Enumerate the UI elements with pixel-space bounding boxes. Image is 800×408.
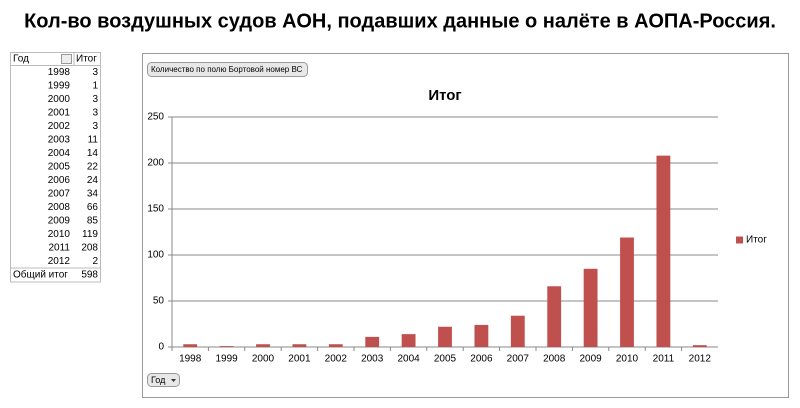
x-tick-label: 2001 — [288, 354, 311, 365]
table-header: Итог — [76, 53, 97, 64]
legend-swatch — [736, 236, 743, 244]
table-year: 2000 — [48, 94, 71, 105]
field-button-label[interactable]: Количество по полю Бортовой номер ВС — [151, 65, 303, 74]
bar — [656, 155, 671, 347]
x-tick-label: 2000 — [252, 354, 275, 365]
bar — [692, 345, 707, 347]
table-year: 2001 — [48, 107, 71, 118]
y-tick-label: 0 — [158, 342, 164, 353]
table-value: 14 — [87, 148, 99, 159]
table-value: 3 — [92, 67, 98, 78]
table-total-label: Общий итог — [13, 268, 68, 280]
table-frame — [10, 52, 101, 283]
y-tick-label: 200 — [147, 158, 164, 169]
table-value: 1 — [92, 80, 98, 91]
table-value: 208 — [81, 242, 98, 253]
y-tick-label: 50 — [153, 296, 165, 307]
x-tick-label: 2008 — [543, 354, 566, 365]
bar — [547, 286, 562, 347]
table-value: 85 — [87, 215, 99, 226]
table-value: 119 — [82, 229, 98, 240]
legend-label: Итог — [746, 235, 767, 246]
x-tick-label: 2010 — [616, 354, 639, 365]
table-value: 66 — [87, 202, 99, 213]
bar — [510, 315, 525, 347]
table-value: 2 — [92, 256, 98, 267]
table-value: 3 — [92, 121, 98, 132]
bar — [401, 334, 416, 347]
table-year: 2007 — [48, 188, 71, 199]
x-tick-label: 2002 — [325, 354, 348, 365]
table-year: 1998 — [48, 67, 71, 78]
bar — [256, 344, 270, 347]
y-tick-label: 100 — [147, 250, 164, 261]
field-button[interactable] — [147, 62, 308, 77]
bar — [292, 344, 307, 347]
x-tick-label: 2012 — [689, 354, 712, 365]
x-tick-label: 1999 — [215, 354, 238, 365]
bar — [219, 346, 234, 347]
bar — [328, 344, 343, 347]
x-tick-label: 2007 — [507, 354, 530, 365]
bar — [365, 336, 380, 347]
table-year: 2012 — [48, 256, 71, 267]
table-total-value: 598 — [81, 269, 98, 280]
table-year: 2009 — [48, 215, 71, 226]
table-value: 11 — [88, 134, 99, 145]
filter-button-label[interactable]: Год — [151, 375, 166, 385]
x-tick-label: 2003 — [361, 354, 384, 365]
x-tick-label: 2009 — [579, 354, 602, 365]
table-header: Год — [13, 53, 29, 64]
table-value: 22 — [87, 161, 99, 172]
x-tick-label: 2005 — [434, 354, 457, 365]
table-year: 2005 — [48, 161, 71, 172]
table-value: 34 — [87, 188, 99, 199]
table-year: 2004 — [48, 148, 71, 159]
table-year: 2006 — [48, 175, 71, 186]
table-year: 2011 — [48, 242, 70, 253]
table-value: 3 — [92, 94, 98, 105]
bar — [438, 326, 452, 347]
table-value: 24 — [87, 175, 99, 186]
bar — [620, 237, 634, 347]
x-tick-label: 2006 — [470, 354, 493, 365]
x-tick-label: 2004 — [397, 354, 420, 365]
bar — [183, 344, 198, 347]
y-tick-label: 150 — [147, 204, 164, 215]
y-tick-label: 250 — [147, 112, 164, 123]
x-tick-label: 1998 — [179, 354, 202, 365]
dropdown-arrow — [171, 379, 176, 382]
table-year: 2008 — [48, 202, 71, 213]
table-value: 3 — [92, 107, 98, 118]
filter-button[interactable] — [147, 373, 180, 387]
x-tick-label: 2011 — [653, 354, 675, 365]
page-title: Кол-во воздушных судов АОН, подавших дан… — [24, 10, 776, 32]
table-year: 2003 — [48, 134, 71, 145]
table-year: 2002 — [48, 121, 71, 132]
bar — [474, 324, 489, 347]
table-filter-button[interactable] — [61, 54, 72, 64]
table-year: 2010 — [48, 229, 71, 240]
bar — [583, 268, 598, 347]
chart-title: Итог — [428, 87, 461, 104]
chart-frame — [142, 53, 789, 398]
table-year: 1999 — [48, 80, 71, 91]
